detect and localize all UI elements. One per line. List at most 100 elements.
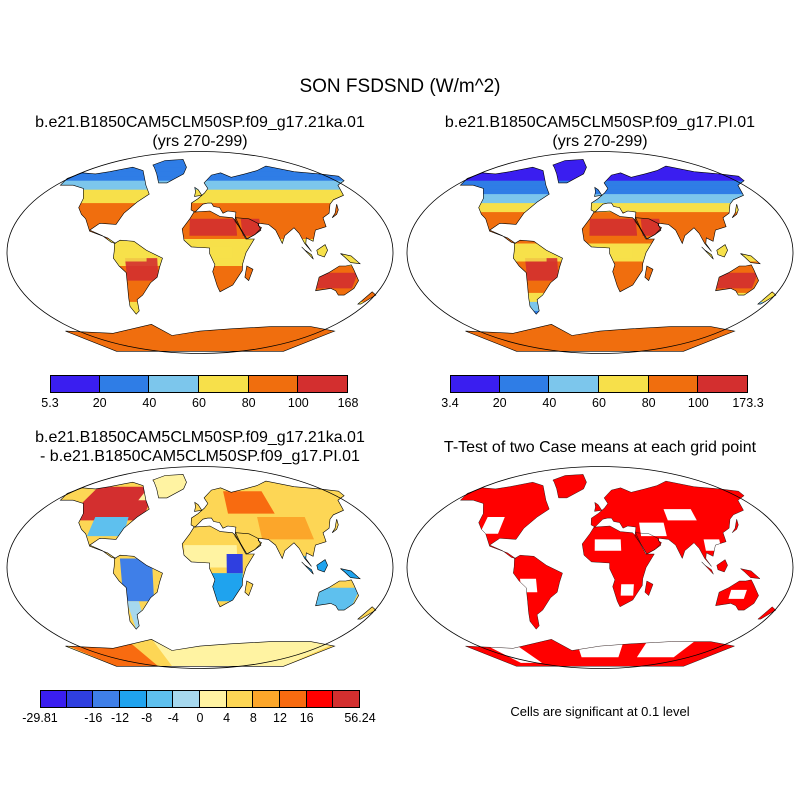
colorbar-tick-label: 40	[142, 396, 157, 410]
colorbar-swatch	[99, 375, 150, 393]
colorbar-swatch	[248, 375, 299, 393]
coastline	[513, 554, 563, 630]
latitude-band	[60, 252, 376, 258]
colorbar-swatch	[200, 690, 227, 708]
non-significant-region	[703, 539, 722, 551]
latitude-band	[60, 171, 376, 177]
coastline	[635, 532, 662, 555]
colorbar-swatch	[280, 690, 307, 708]
coastline	[581, 210, 655, 293]
colorbar-swatch	[66, 690, 94, 708]
latitude-band	[460, 315, 776, 321]
coastline	[112, 239, 163, 315]
coastline	[340, 253, 361, 265]
map-ttest	[406, 466, 794, 669]
map-boundary	[6, 151, 394, 354]
latitude-band	[460, 279, 776, 285]
latitude-band	[405, 154, 795, 159]
colorbar-swatch	[253, 690, 280, 708]
high-value-region	[240, 218, 262, 236]
high-value-region	[525, 258, 559, 281]
latitude-band	[460, 342, 776, 348]
colorbar-swatch	[549, 375, 599, 393]
colorbar-tick-label: 16	[299, 711, 314, 725]
anomaly-region	[119, 558, 155, 602]
coastline	[315, 264, 359, 296]
colorbar-frame	[450, 375, 748, 393]
high-value-region	[316, 272, 359, 289]
latitude-band	[60, 189, 376, 195]
latitude-band	[60, 176, 376, 182]
colorbar-tick-label: 173.3	[732, 396, 764, 410]
coastline	[331, 204, 339, 218]
colorbar-tick-label: -4	[167, 711, 179, 725]
colorbar-swatch	[173, 690, 200, 708]
panel-title-case1-line2: (yrs 270-299)	[152, 133, 248, 150]
coastline	[644, 265, 654, 282]
latitude-band	[460, 274, 776, 280]
coastline	[181, 210, 255, 293]
coastline	[112, 554, 163, 630]
colorbar-tick-label: 0	[196, 711, 204, 725]
coastline	[757, 606, 777, 620]
latitude-band	[460, 189, 776, 195]
map-boundary	[406, 151, 794, 354]
latitude-band	[60, 346, 376, 352]
colorbar-case1	[50, 375, 348, 393]
latitude-band	[60, 234, 376, 240]
high-value-region	[640, 218, 662, 236]
coastline	[152, 474, 187, 499]
colorbar-swatch	[226, 690, 254, 708]
coastline	[740, 568, 761, 579]
coastline	[590, 165, 745, 252]
colorbar-tick-label: 12	[273, 711, 287, 725]
coastline	[581, 525, 655, 608]
coastline	[65, 638, 336, 667]
coastline	[590, 480, 745, 567]
coastline	[357, 606, 377, 620]
coastline	[459, 166, 550, 244]
anomaly-region	[87, 517, 129, 537]
colorbar-tick-label: 8	[249, 711, 257, 725]
colorbar-swatch	[450, 375, 500, 393]
non-significant-region	[620, 584, 634, 596]
colorbar-swatch	[40, 690, 67, 708]
colorbar-swatch	[599, 375, 649, 393]
latitude-band	[60, 301, 376, 307]
latitude-band	[60, 274, 376, 280]
coastline	[465, 639, 736, 667]
coastline	[731, 204, 739, 218]
colorbar-tick-label: 60	[192, 396, 206, 410]
latitude-band	[60, 266, 376, 272]
colorbar-swatch	[93, 690, 120, 708]
panel-title-diff: b.e21.B1850CAM5CLM50SP.f09_g17.21ka.01 -…	[0, 428, 400, 466]
significance-note: Cells are significant at 0.1 level	[510, 704, 690, 719]
latitude-band	[460, 180, 776, 186]
map-boundary	[6, 466, 394, 669]
coastline	[190, 165, 345, 252]
land-shading	[405, 154, 795, 352]
latitude-band	[60, 333, 376, 339]
coastline	[331, 519, 339, 533]
latitude-band	[460, 162, 776, 168]
coastline	[194, 186, 203, 197]
latitude-band	[460, 167, 776, 173]
non-significant-region	[639, 522, 667, 537]
colorbar-tick-label: 80	[641, 396, 656, 410]
latitude-band	[60, 328, 376, 334]
latitude-band	[460, 239, 776, 245]
coastline	[594, 186, 603, 197]
coastline	[757, 291, 777, 305]
coastline	[594, 501, 603, 512]
anomaly-region	[223, 491, 275, 514]
colorbar-swatch	[199, 375, 249, 393]
colorbar-tick-label: 60	[592, 396, 606, 410]
latitude-band	[5, 154, 395, 159]
latitude-band	[60, 270, 376, 276]
latitude-band	[460, 252, 776, 258]
coastline	[644, 580, 654, 596]
low-value-region	[119, 246, 147, 262]
map-case2	[405, 151, 795, 354]
coastline	[244, 580, 254, 597]
high-value-region	[125, 258, 159, 281]
